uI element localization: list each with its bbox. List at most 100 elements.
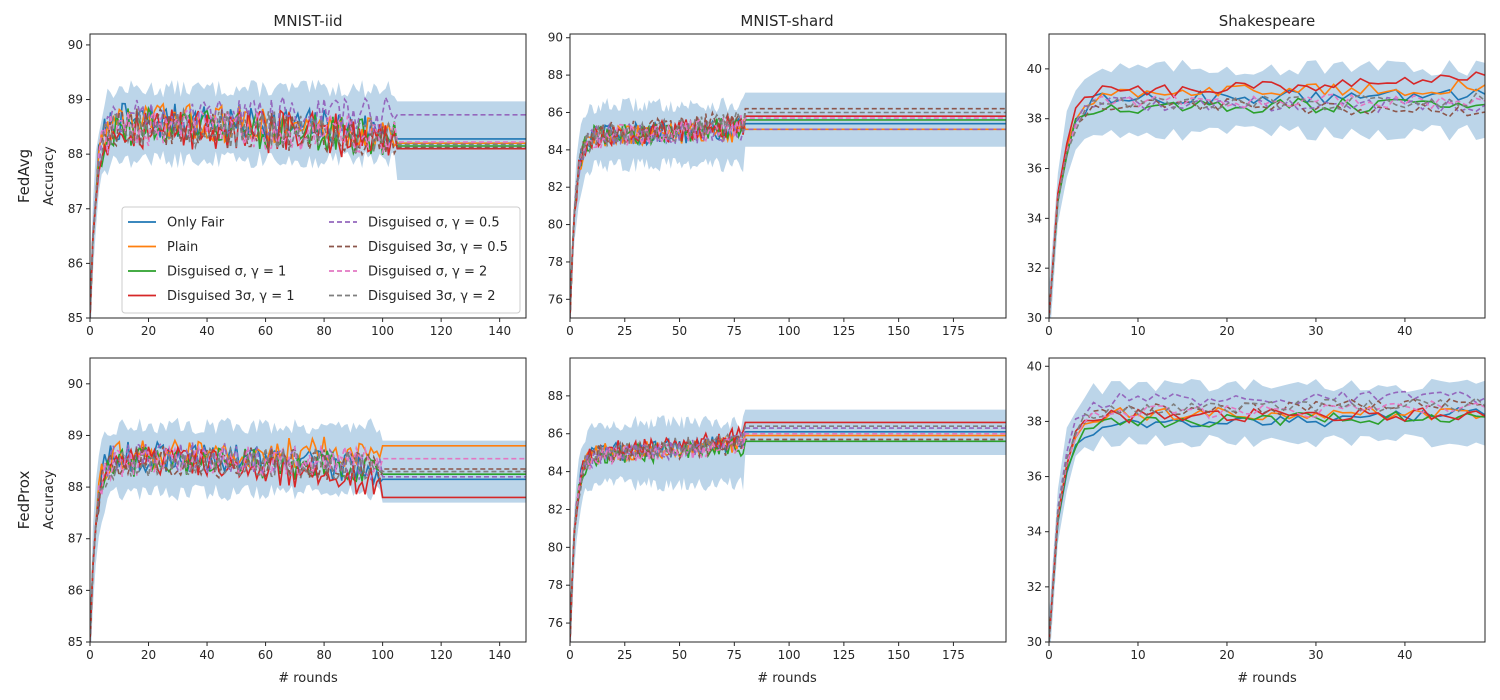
series-line-4 [570, 427, 1006, 642]
x-tick-label: 0 [566, 324, 574, 338]
y-tick-label: 34 [1027, 525, 1042, 539]
series-line-4 [570, 120, 1006, 318]
series-line-4 [1049, 390, 1485, 642]
axes-frame [89, 33, 527, 319]
column-title-mnist-shard: MNIST-shard [740, 12, 833, 30]
confidence-band [570, 409, 1006, 642]
series-line-0 [90, 440, 526, 642]
y-tick-label: 82 [548, 502, 563, 516]
x-tick-label: 100 [371, 324, 394, 338]
y-tick-label: 34 [1027, 211, 1042, 225]
y-tick-label: 80 [548, 218, 563, 232]
axes-frame [569, 357, 1007, 643]
confidence-band [1049, 59, 1485, 318]
y-tick-label: 88 [548, 68, 563, 82]
series-line-3 [90, 108, 526, 318]
series-line-7 [1049, 397, 1485, 642]
x-tick-label: 80 [316, 648, 331, 662]
y-tick-label: 32 [1027, 580, 1042, 594]
x-tick-label: 60 [258, 648, 273, 662]
series-line-7 [570, 425, 1006, 642]
x-tick-label: 40 [1397, 324, 1412, 338]
x-tick-label: 0 [86, 324, 94, 338]
series-line-2 [90, 105, 526, 318]
x-tick-label: 40 [1397, 648, 1412, 662]
axes-frame [1048, 33, 1486, 319]
legend-label-5: Disguised 3σ, γ = 0.5 [368, 240, 508, 255]
series-line-3 [1049, 71, 1485, 318]
series-line-7 [1049, 92, 1485, 318]
series-line-5 [1049, 98, 1485, 318]
x-tick-label: 20 [1219, 324, 1234, 338]
y-tick-label: 87 [68, 532, 83, 546]
axes-frame [89, 357, 527, 643]
y-tick-label: 36 [1027, 162, 1042, 176]
y-tick-label: 86 [548, 105, 563, 119]
panel-fedavg-mnist-iid: 0 20 40 60 80 100 120 140 85 86 87 88 89 90 [68, 33, 527, 338]
x-tick-label: 0 [566, 648, 574, 662]
series-line-5 [570, 435, 1006, 642]
x-tick-label: 0 [1045, 648, 1053, 662]
y-tick-label: 40 [1027, 359, 1042, 373]
x-tick-label: 100 [778, 648, 801, 662]
x-tick-label: 75 [727, 324, 742, 338]
x-axis-label-mnist-shard: # rounds [757, 671, 817, 686]
series-line-5 [90, 446, 526, 642]
row-label-fedprox: FedProx [15, 470, 33, 529]
y-tick-label: 90 [548, 31, 563, 45]
x-tick-label: 25 [617, 648, 632, 662]
legend-label-6: Disguised σ, γ = 2 [368, 265, 487, 280]
panel-fedavg-shakespeare: 0 10 20 30 40 30 32 34 36 38 40 [1027, 33, 1486, 338]
y-tick-label: 90 [68, 377, 83, 391]
y-tick-label: 85 [68, 311, 83, 325]
plot-area [570, 409, 1006, 642]
y-tick-label: 89 [68, 93, 83, 107]
y-tick-label: 38 [1027, 112, 1042, 126]
y-axis-label-fedprox: Accuracy [42, 470, 57, 530]
series-line-4 [90, 93, 526, 318]
x-tick-label: 20 [141, 324, 156, 338]
y-tick-label: 78 [548, 578, 563, 592]
y-tick-label: 80 [548, 540, 563, 554]
x-axis-label-mnist-iid: # rounds [278, 671, 338, 686]
y-tick-label: 88 [548, 389, 563, 403]
y-tick-label: 78 [548, 255, 563, 269]
plot-area [1049, 59, 1485, 318]
series-line-5 [570, 107, 1006, 318]
y-tick-label: 86 [68, 583, 83, 597]
panel-fedavg-mnist-shard: 0 25 50 75 100 125 150 175 76 78 80 82 84 86 88 90 [548, 31, 1007, 338]
x-tick-label: 140 [488, 648, 511, 662]
series-line-6 [90, 444, 526, 642]
series-line-6 [1049, 400, 1485, 642]
x-tick-label: 175 [942, 648, 965, 662]
x-tick-label: 0 [1045, 324, 1053, 338]
series-line-3 [90, 445, 526, 642]
x-tick-label: 125 [832, 324, 855, 338]
y-tick-label: 90 [68, 38, 83, 52]
y-tick-label: 40 [1027, 62, 1042, 76]
x-tick-label: 175 [942, 324, 965, 338]
y-tick-label: 88 [68, 147, 83, 161]
x-axis-label-shakespeare: # rounds [1237, 671, 1297, 686]
x-tick-label: 75 [727, 648, 742, 662]
series-line-5 [90, 107, 526, 318]
y-tick-label: 87 [68, 202, 83, 216]
series-line-2 [1049, 410, 1485, 642]
y-tick-label: 76 [548, 616, 563, 630]
column-title-shakespeare: Shakespeare [1219, 12, 1315, 30]
legend-frame [121, 206, 521, 314]
y-tick-label: 76 [548, 292, 563, 306]
x-tick-label: 100 [371, 648, 394, 662]
x-tick-label: 100 [778, 324, 801, 338]
x-tick-label: 40 [199, 648, 214, 662]
x-tick-label: 30 [1308, 648, 1323, 662]
panel-fedprox-mnist-iid: 0 20 40 60 80 100 120 140 85 86 87 88 89 90 [68, 357, 527, 662]
x-tick-label: 50 [672, 324, 687, 338]
x-tick-label: 0 [86, 648, 94, 662]
series-line-7 [90, 106, 526, 318]
axes-frame [1048, 357, 1486, 643]
x-tick-label: 30 [1308, 324, 1323, 338]
series-line-6 [90, 109, 526, 318]
y-tick-label: 88 [68, 480, 83, 494]
